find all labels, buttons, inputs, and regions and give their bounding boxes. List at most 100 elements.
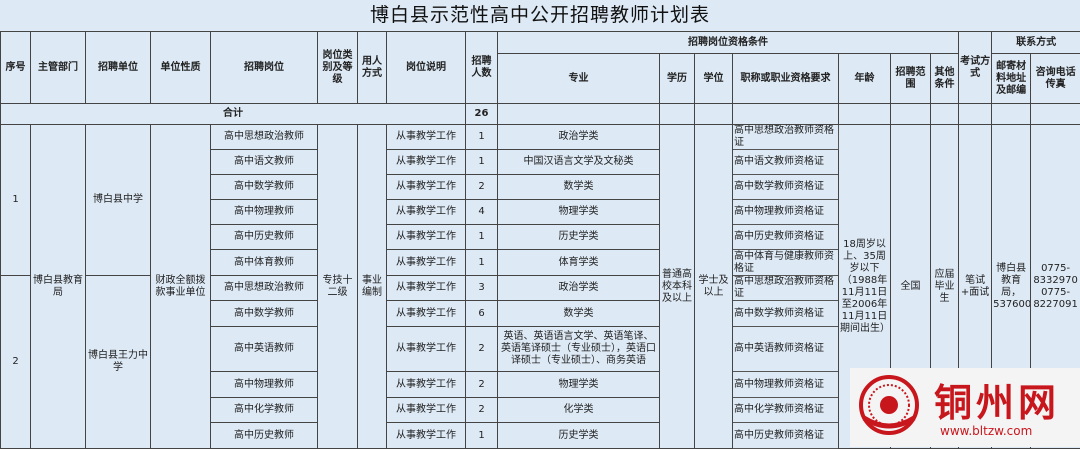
header-count: 招聘人数	[466, 32, 498, 104]
header-qual-group: 招聘岗位资格条件	[498, 32, 959, 54]
header-employ: 用人方式	[358, 32, 387, 104]
major-cell: 政治学类	[498, 276, 660, 301]
major-cell: 物理学类	[498, 200, 660, 225]
dept-cell: 博白县教育局	[31, 125, 86, 449]
major-cell: 英语、英语语言文学、英语笔译、英语笔译硕士（专业硕士），英语口译硕士（专业硕士）…	[498, 327, 660, 372]
seq-cell: 1	[1, 125, 31, 276]
count-cell: 1	[466, 423, 498, 449]
category-cell: 专技十二级	[318, 125, 358, 449]
cert-cell: 高中英语教师资格证	[733, 327, 839, 372]
header-desc: 岗位说明	[387, 32, 466, 104]
header-major: 专业	[498, 54, 660, 104]
unit-cell: 博白县中学	[86, 125, 151, 276]
major-cell: 体育学类	[498, 250, 660, 276]
header-other: 其他条件	[931, 54, 959, 104]
cert-cell: 高中历史教师资格证	[733, 423, 839, 449]
desc-cell: 从事教学工作	[387, 125, 466, 150]
cert-cell: 高中思想政治教师资格证	[733, 276, 839, 301]
header-age: 年龄	[839, 54, 891, 104]
count-cell: 1	[466, 125, 498, 150]
count-cell: 2	[466, 175, 498, 200]
cert-cell: 高中语文教师资格证	[733, 150, 839, 175]
header-degree: 学位	[695, 54, 733, 104]
post-cell: 高中物理教师	[211, 372, 318, 398]
cert-cell: 高中体育与健康教师资格证	[733, 250, 839, 276]
count-cell: 2	[466, 398, 498, 423]
major-cell: 中国汉语言文学及文秘类	[498, 150, 660, 175]
header-unit: 招聘单位	[86, 32, 151, 104]
logo-emblem-icon	[858, 374, 920, 436]
header-address: 邮寄材料地址及邮编	[992, 54, 1031, 104]
header-category: 岗位类别及等级	[318, 32, 358, 104]
major-cell: 历史学类	[498, 225, 660, 250]
major-cell: 数学类	[498, 301, 660, 327]
count-cell: 3	[466, 276, 498, 301]
post-cell: 高中思想政治教师	[211, 276, 318, 301]
post-cell: 高中思想政治教师	[211, 125, 318, 150]
edu-cell: 普通高校本科及以上	[660, 125, 695, 449]
desc-cell: 从事教学工作	[387, 150, 466, 175]
count-cell: 6	[466, 301, 498, 327]
cert-cell: 高中数学教师资格证	[733, 301, 839, 327]
header-scope: 招聘范围	[891, 54, 931, 104]
desc-cell: 从事教学工作	[387, 225, 466, 250]
header-cert: 职称或职业资格要求	[733, 54, 839, 104]
employ-cell: 事业编制	[358, 125, 387, 449]
post-cell: 高中历史教师	[211, 423, 318, 449]
major-cell: 数学类	[498, 175, 660, 200]
watermark-url: www.bltzw.com	[940, 424, 1032, 438]
total-count: 26	[466, 104, 498, 125]
cert-cell: 高中物理教师资格证	[733, 200, 839, 225]
header-dept: 主管部门	[31, 32, 86, 104]
degree-cell: 学士及以上	[695, 125, 733, 449]
count-cell: 4	[466, 200, 498, 225]
desc-cell: 从事教学工作	[387, 327, 466, 372]
watermark-text: 铜州网	[934, 372, 1060, 427]
header-post: 招聘岗位	[211, 32, 318, 104]
major-cell: 化学类	[498, 398, 660, 423]
seq-cell: 2	[1, 276, 31, 449]
desc-cell: 从事教学工作	[387, 200, 466, 225]
nature-cell: 财政全额拨款事业单位	[151, 125, 211, 449]
count-cell: 1	[466, 150, 498, 175]
post-cell: 高中数学教师	[211, 175, 318, 200]
desc-cell: 从事教学工作	[387, 301, 466, 327]
major-cell: 历史学类	[498, 423, 660, 449]
desc-cell: 从事教学工作	[387, 372, 466, 398]
cert-cell: 高中物理教师资格证	[733, 372, 839, 398]
page-title: 博白县示范性高中公开招聘教师计划表	[0, 0, 1080, 31]
cert-cell: 高中历史教师资格证	[733, 225, 839, 250]
count-cell: 2	[466, 327, 498, 372]
post-cell: 高中体育教师	[211, 250, 318, 276]
desc-cell: 从事教学工作	[387, 276, 466, 301]
cert-cell: 高中数学教师资格证	[733, 175, 839, 200]
count-cell: 1	[466, 250, 498, 276]
post-cell: 高中语文教师	[211, 150, 318, 175]
post-cell: 高中历史教师	[211, 225, 318, 250]
header-edu: 学历	[660, 54, 695, 104]
post-cell: 高中物理教师	[211, 200, 318, 225]
header-seq: 序号	[1, 32, 31, 104]
header-exam: 考试方式	[959, 32, 992, 104]
header-phone: 咨询电话传真	[1031, 54, 1080, 104]
header-nature: 单位性质	[151, 32, 211, 104]
post-cell: 高中英语教师	[211, 327, 318, 372]
desc-cell: 从事教学工作	[387, 250, 466, 276]
cert-cell: 高中化学教师资格证	[733, 398, 839, 423]
header-contact-group: 联系方式	[992, 32, 1080, 54]
count-cell: 2	[466, 372, 498, 398]
post-cell: 高中数学教师	[211, 301, 318, 327]
post-cell: 高中化学教师	[211, 398, 318, 423]
count-cell: 1	[466, 225, 498, 250]
desc-cell: 从事教学工作	[387, 398, 466, 423]
desc-cell: 从事教学工作	[387, 175, 466, 200]
unit-cell: 博白县王力中学	[86, 276, 151, 449]
major-cell: 物理学类	[498, 372, 660, 398]
watermark-logo: 铜州网 www.bltzw.com	[850, 368, 1080, 447]
total-row: 合计 26	[1, 104, 1080, 125]
cert-cell: 高中思想政治教师资格证	[733, 125, 839, 150]
desc-cell: 从事教学工作	[387, 423, 466, 449]
major-cell: 政治学类	[498, 125, 660, 150]
total-label: 合计	[1, 104, 466, 125]
